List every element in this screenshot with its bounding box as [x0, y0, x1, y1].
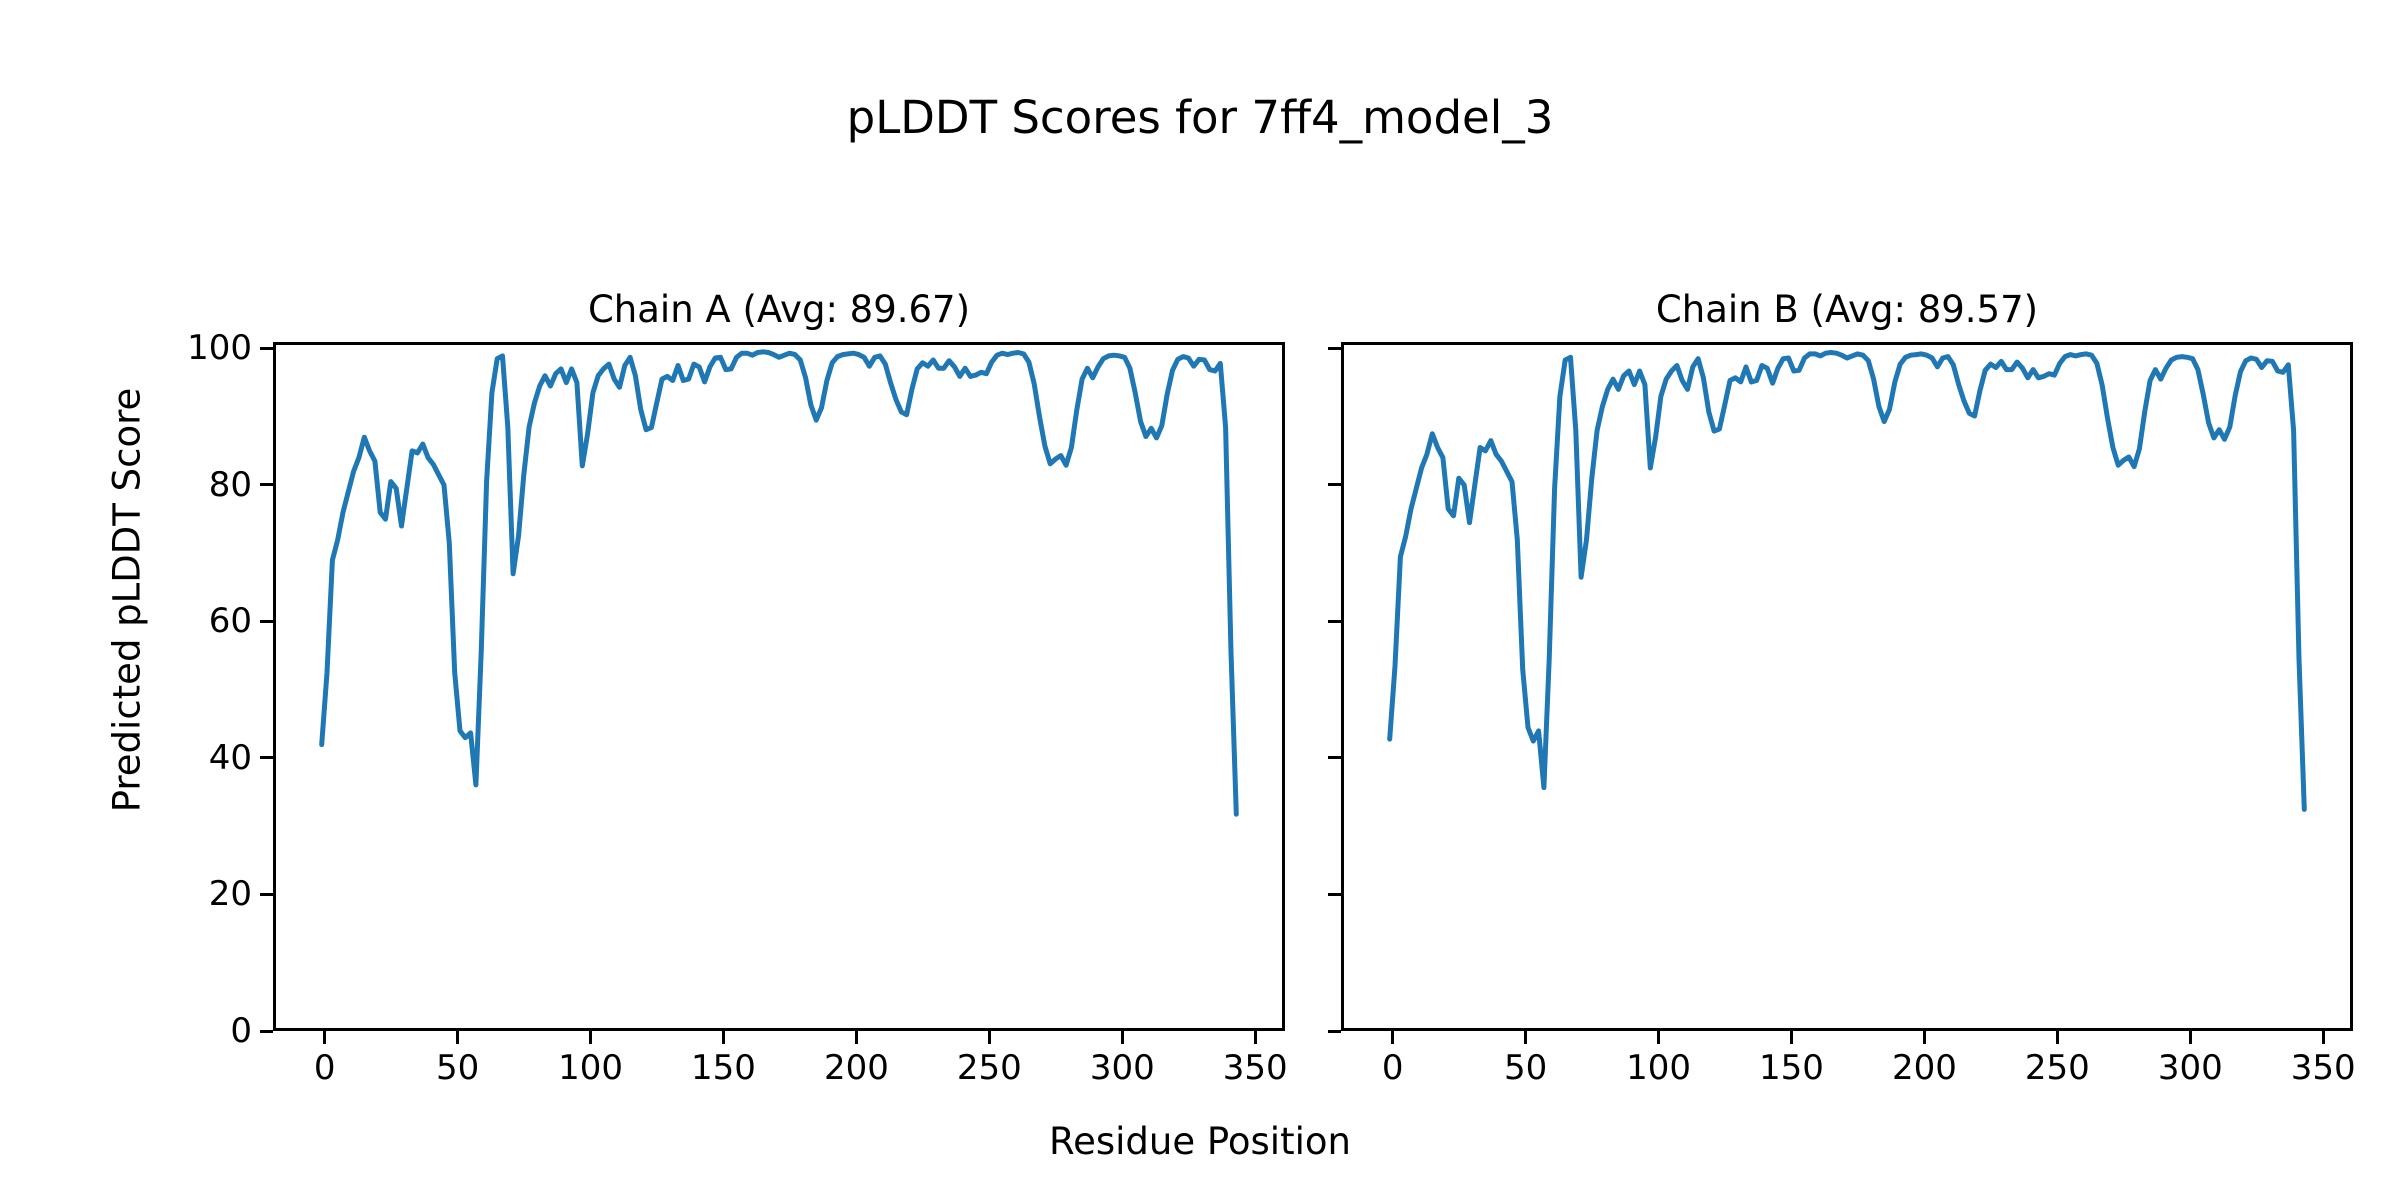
x-tick-label: 250 [2024, 1048, 2090, 1088]
chain-a-line-chart [319, 349, 1239, 817]
x-tick-label: 0 [1381, 1048, 1404, 1088]
x-tick-mark [1790, 1031, 1793, 1044]
x-tick-mark [987, 1031, 991, 1044]
y-tick-mark [1328, 892, 1341, 896]
x-tick-mark [854, 1031, 858, 1044]
x-tick-label: 200 [823, 1048, 889, 1088]
chain-b-title: Chain B (Avg: 89.57) [1655, 288, 2039, 331]
y-tick-mark [1328, 619, 1341, 623]
x-tick-label: 350 [1222, 1048, 1288, 1088]
chain-a-plddt-line [319, 349, 1239, 817]
x-tick-label: 100 [558, 1048, 624, 1088]
x-tick-label: 250 [956, 1048, 1022, 1088]
y-tick-mark [260, 483, 273, 487]
x-tick-label: 300 [2157, 1048, 2223, 1088]
x-tick-mark [2188, 1031, 2192, 1044]
y-tick-mark [1328, 483, 1341, 487]
x-tick-label: 50 [436, 1048, 480, 1088]
x-tick-label: 300 [1089, 1048, 1155, 1088]
y-tick-label: 80 [208, 464, 252, 505]
x-tick-mark [2321, 1031, 2325, 1044]
x-tick-mark [589, 1031, 593, 1044]
x-tick-mark [1120, 1031, 1124, 1044]
y-tick-label: 40 [208, 737, 252, 778]
y-tick-mark [1328, 346, 1341, 350]
y-tick-mark [1328, 1029, 1341, 1033]
x-tick-mark [1922, 1031, 1926, 1044]
x-tick-mark [1657, 1031, 1661, 1044]
x-tick-mark [323, 1031, 327, 1044]
chain-b-line-chart [1387, 350, 2307, 812]
x-tick-label: 200 [1891, 1048, 1957, 1088]
x-tick-mark [1524, 1031, 1528, 1044]
x-tick-label: 100 [1626, 1048, 1692, 1088]
y-tick-label: 100 [187, 328, 252, 368]
x-tick-label: 150 [1759, 1048, 1824, 1088]
x-tick-mark [456, 1031, 460, 1044]
y-tick-label: 0 [230, 1011, 252, 1051]
y-axis-label: Predicted pLDDT Score [105, 387, 149, 813]
x-tick-mark [1253, 1031, 1257, 1044]
x-tick-mark [722, 1031, 725, 1044]
chain-a-plot: Chain A (Avg: 89.67) 0 50 100 150 200 250 300 3… [187, 290, 1288, 1087]
y-tick-label: 20 [208, 874, 252, 915]
x-tick-mark [2055, 1031, 2059, 1044]
x-tick-label: 50 [1504, 1048, 1548, 1088]
chain-b-plddt-line [1387, 350, 2307, 812]
x-axis-label: Residue Position [1049, 1120, 1351, 1163]
y-tick-mark [260, 619, 273, 623]
y-tick-mark [260, 346, 273, 350]
y-tick-mark [260, 1029, 273, 1033]
y-tick-mark [1328, 756, 1341, 760]
y-tick-label: 60 [208, 601, 252, 642]
figure-title: pLDDT Scores for 7ff4_model_3 [846, 91, 1554, 144]
y-tick-mark [260, 756, 273, 760]
x-tick-mark [1391, 1031, 1395, 1044]
x-tick-label: 350 [2290, 1048, 2356, 1088]
x-tick-label: 150 [691, 1048, 756, 1088]
chain-b-plot: Chain B (Avg: 89.57) 0 50 100 150 200 250 300 3… [1328, 290, 2356, 1086]
y-tick-mark [260, 892, 273, 896]
x-tick-label: 0 [313, 1048, 336, 1088]
chain-a-title: Chain A (Avg: 89.67) [587, 288, 971, 331]
